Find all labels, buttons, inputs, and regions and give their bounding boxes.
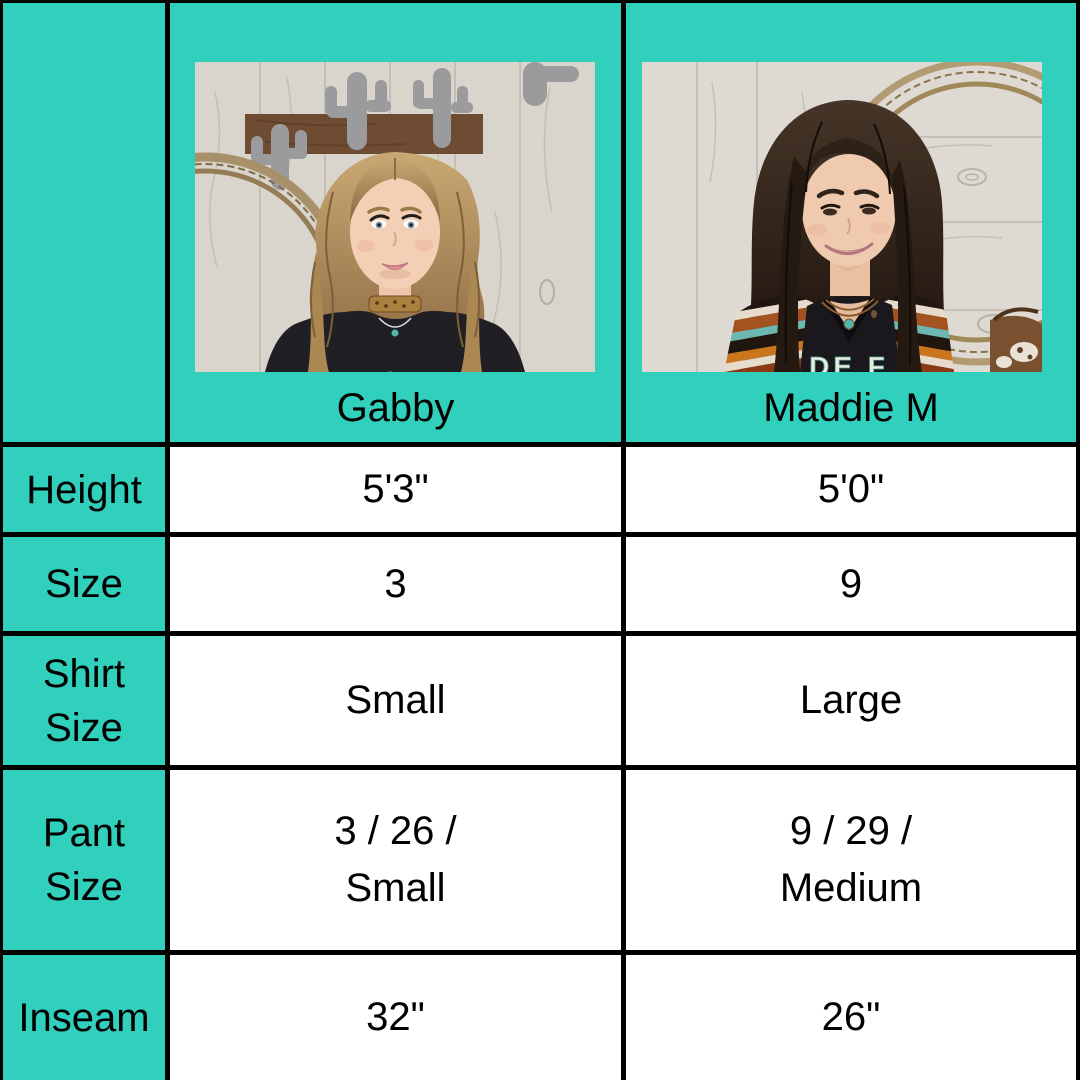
model-header-maddie: DE F Maddie M [626, 3, 1076, 442]
value-pant-size-maddie: 9 / 29 / Medium [626, 770, 1076, 950]
value-height-maddie: 5'0" [626, 447, 1076, 532]
leather-bag [990, 307, 1042, 372]
gabby-model-photo: MIDNIGHT [195, 62, 595, 372]
row-label-inseam: Inseam [3, 955, 165, 1080]
gabby-figure: MIDNIGHT [265, 152, 525, 372]
turquoise-bead [391, 329, 399, 337]
model-name-gabby: Gabby [336, 386, 455, 430]
value-shirt-size-gabby: Small [170, 636, 621, 765]
gabby-shirt-text: MIDNIGHT [304, 366, 486, 372]
value-inseam-gabby: 32" [170, 955, 621, 1080]
model-header-gabby: MIDNIGHT Gabby [170, 3, 621, 442]
row-label-shirt-size: Shirt Size [3, 636, 165, 765]
model-name-maddie: Maddie M [763, 386, 939, 430]
row-label-height: Height [3, 447, 165, 532]
value-height-gabby: 5'3" [170, 447, 621, 532]
turquoise-pendant [843, 318, 855, 330]
value-pant-size-gabby: 3 / 26 / Small [170, 770, 621, 950]
corner-cell [3, 3, 165, 442]
value-size-maddie: 9 [626, 537, 1076, 631]
maddie-shirt-text: DE F [809, 351, 889, 372]
value-shirt-size-maddie: Large [626, 636, 1076, 765]
maddie-model-photo: DE F [642, 62, 1042, 372]
value-inseam-maddie: 26" [626, 955, 1076, 1080]
row-label-pant-size: Pant Size [3, 770, 165, 950]
row-label-size: Size [3, 537, 165, 631]
maddie-figure: DE F [724, 100, 954, 372]
value-size-gabby: 3 [170, 537, 621, 631]
